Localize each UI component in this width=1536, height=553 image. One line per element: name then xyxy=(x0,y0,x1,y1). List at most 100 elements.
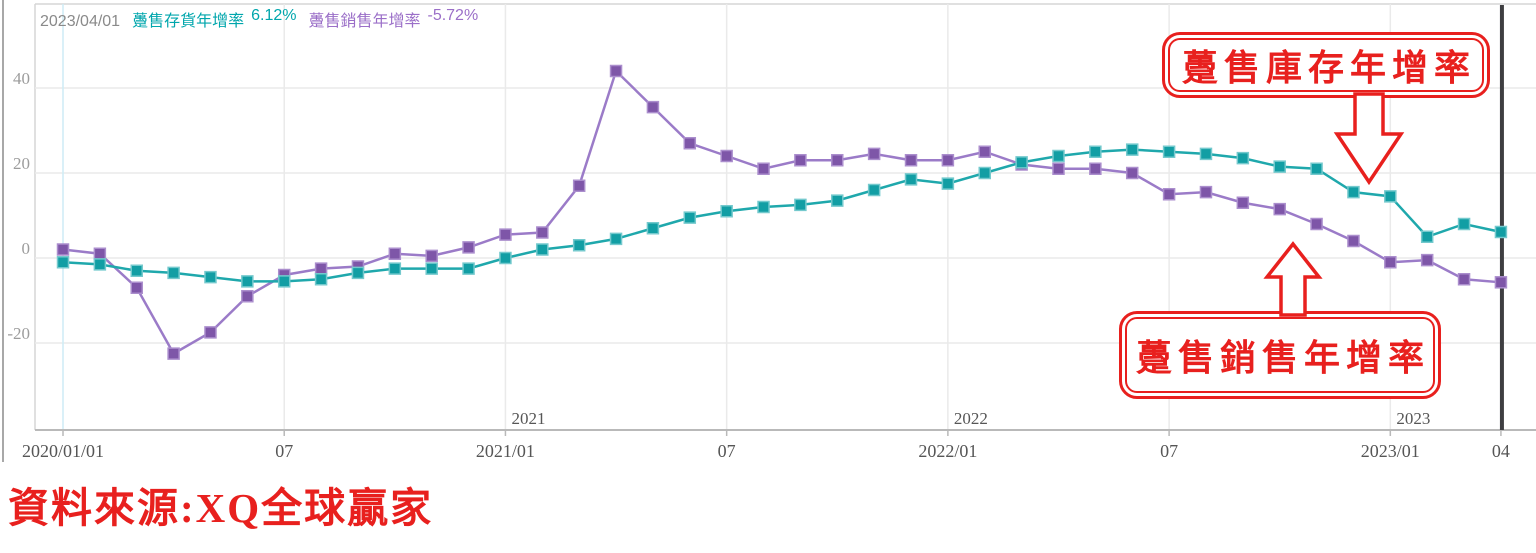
inventory-series-marker xyxy=(1273,160,1286,173)
source-attribution: 資料來源:XQ全球贏家 xyxy=(8,485,434,531)
inventory-series-marker xyxy=(204,270,217,284)
x-axis-tick-label: 07 xyxy=(275,441,294,461)
x-axis-tick-label: 07 xyxy=(717,441,736,461)
y-axis-tick-label: 40 xyxy=(13,69,30,88)
inventory-series-marker xyxy=(1015,156,1028,169)
inventory-series-marker xyxy=(831,194,844,207)
sales-series-marker xyxy=(904,154,918,167)
inventory-series-marker xyxy=(1125,143,1139,156)
sales-series-marker xyxy=(831,154,844,167)
window-left-border xyxy=(2,0,4,462)
sales-series-marker xyxy=(204,326,217,339)
sales-series-marker xyxy=(1420,253,1434,267)
sales-series-marker xyxy=(388,247,402,260)
inventory-series-marker xyxy=(130,264,143,277)
sales-series-marker xyxy=(1199,185,1213,199)
inventory-series-marker xyxy=(1384,190,1397,203)
legend-inventory-label: 躉售存貨年增率 xyxy=(132,13,245,30)
inventory-series-marker xyxy=(941,177,955,190)
sales-series-marker xyxy=(167,347,180,360)
sales-series-marker xyxy=(609,64,623,78)
sales-annotation-text: 躉售銷售年增率 xyxy=(1125,317,1435,393)
x-axis-tick-label: 04 xyxy=(1491,441,1510,461)
inventory-series-marker xyxy=(1052,149,1065,163)
inventory-series-marker xyxy=(1162,145,1176,158)
inventory-annotation-text: 躉售庫存年增率 xyxy=(1168,38,1484,92)
inventory-series-marker xyxy=(1236,151,1250,165)
x-axis-tick-label: 2020/01/01 xyxy=(21,441,104,461)
sales-series-marker xyxy=(978,145,991,158)
inventory-series-marker xyxy=(978,166,991,180)
inventory-series-marker xyxy=(609,232,623,246)
x-axis-tick-label: 2022/01 xyxy=(918,441,978,461)
sales-series-marker xyxy=(425,249,438,263)
y-axis-tick-label: 0 xyxy=(21,239,31,258)
y-axis-tick-label: 20 xyxy=(13,154,30,173)
legend-sales-label: 躉售銷售年增率 xyxy=(308,13,421,30)
sales-series-marker xyxy=(794,154,807,167)
inventory-series-line xyxy=(62,148,1502,283)
inventory-series-marker xyxy=(1199,147,1213,161)
inventory-series-marker xyxy=(93,258,107,271)
legend-inventory: 躉售存貨年增率 6.12% xyxy=(132,7,296,31)
sales-series-marker xyxy=(130,281,143,294)
inventory-series-marker xyxy=(388,262,402,275)
sales-series-marker xyxy=(536,226,549,239)
cursor-date-label: 2023/04/01 xyxy=(40,13,121,30)
sales-series-marker xyxy=(720,149,733,163)
inventory-series-marker xyxy=(1089,145,1102,158)
sales-series-marker xyxy=(1494,276,1508,289)
legend-sales: 躉售銷售年增率 -5.72% xyxy=(308,7,478,31)
sales-series-marker xyxy=(1310,217,1323,231)
x-axis-tick-label: 2023/01 xyxy=(1360,441,1420,461)
chart-legend-header: 2023/04/01 躉售存貨年增率 6.12% 躉售銷售年增率 -5.72% xyxy=(40,7,478,31)
inventory-series-marker xyxy=(1420,230,1434,243)
inventory-series-marker xyxy=(536,243,549,256)
inventory-series-marker xyxy=(314,273,328,286)
y-axis-tick-label: -20 xyxy=(7,324,30,343)
sales-series-line xyxy=(62,68,1502,356)
sales-series-marker xyxy=(56,243,70,256)
sales-annotation-box: 躉售銷售年增率 xyxy=(1119,311,1441,399)
inventory-series-marker xyxy=(1347,185,1360,199)
sales-series-marker xyxy=(1384,256,1397,269)
sales-series-marker xyxy=(1125,166,1139,180)
sales-series-marker xyxy=(757,162,770,175)
inventory-series-marker xyxy=(1310,162,1323,175)
inventory-series-marker xyxy=(351,266,365,280)
sales-series-marker xyxy=(462,241,475,254)
inventory-series-marker xyxy=(757,200,770,214)
sales-series-marker xyxy=(1347,234,1360,248)
inventory-annotation-box: 躉售庫存年增率 xyxy=(1162,32,1490,98)
inventory-series-marker xyxy=(167,266,180,280)
inventory-series-marker xyxy=(867,183,881,197)
sales-series-marker xyxy=(314,262,328,275)
inventory-series-marker xyxy=(904,173,918,186)
sales-series-marker xyxy=(941,154,955,167)
inventory-series-marker xyxy=(1494,225,1508,239)
sales-series-marker xyxy=(572,179,586,192)
year-label: 2022 xyxy=(953,409,988,428)
inventory-series-marker xyxy=(277,275,291,288)
year-label: 2023 xyxy=(1396,409,1431,428)
inventory-series-marker xyxy=(241,275,254,288)
inventory-series-marker xyxy=(56,256,70,269)
legend-inventory-value: 6.12% xyxy=(251,7,297,24)
legend-sales-value: -5.72% xyxy=(427,7,479,24)
sales-series-marker xyxy=(1089,162,1102,175)
inventory-series-marker xyxy=(499,251,512,265)
sales-series-marker xyxy=(1457,273,1471,286)
sales-series-marker xyxy=(683,137,697,150)
sales-series-marker xyxy=(867,147,881,161)
inventory-series-marker xyxy=(720,205,733,218)
x-axis-tick-label: 2021/01 xyxy=(475,441,535,461)
sales-series-marker xyxy=(1052,162,1065,175)
inventory-series-marker xyxy=(794,198,807,212)
sales-series-marker xyxy=(1236,196,1250,209)
inventory-series-marker xyxy=(462,262,475,275)
sales-series-marker xyxy=(1162,188,1176,201)
inventory-series-marker xyxy=(572,239,586,252)
inventory-series-marker xyxy=(425,262,438,275)
sales-series-marker xyxy=(1273,202,1286,216)
